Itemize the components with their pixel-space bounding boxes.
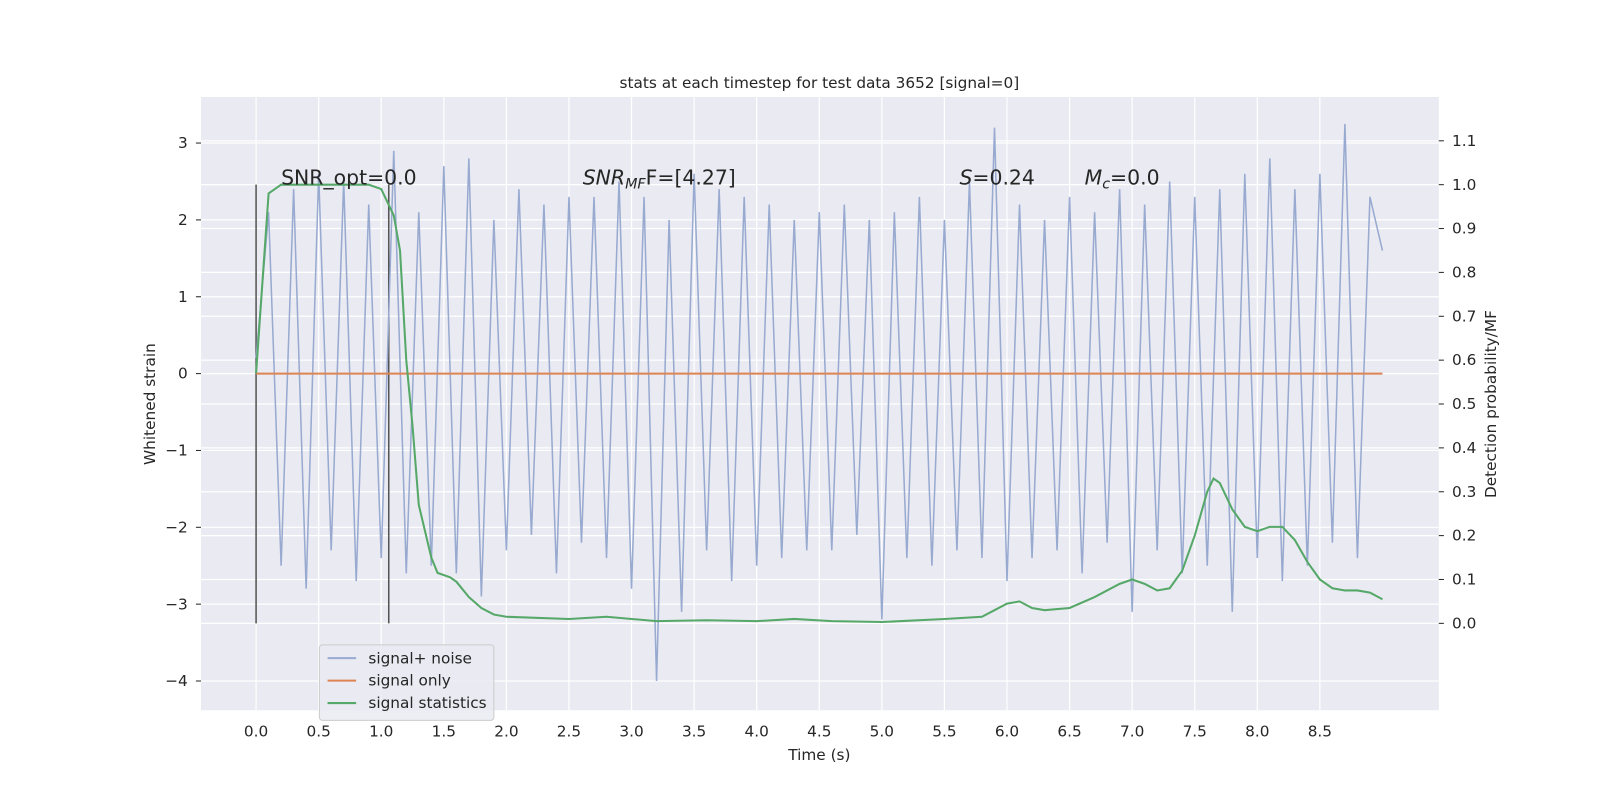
- x-tick-label: 7.5: [1183, 723, 1207, 741]
- chart-title: stats at each timestep for test data 365…: [620, 74, 1020, 92]
- x-tick-label: 5.0: [870, 723, 894, 741]
- y-tick-label: 2: [178, 211, 188, 229]
- x-tick-label: 8.0: [1245, 723, 1269, 741]
- y-tick-label: 0: [178, 365, 188, 383]
- x-tick-label: 6.0: [995, 723, 1019, 741]
- annotation-part: SNR: [583, 166, 625, 190]
- y-tick-label: 3: [178, 134, 188, 152]
- y-tick-label: −4: [165, 672, 188, 690]
- x-tick-label: 4.0: [745, 723, 769, 741]
- y-tick-label: −2: [165, 518, 188, 536]
- annotation: SNRMFF=[4.27]: [583, 166, 736, 193]
- x-tick-label: 2.0: [494, 723, 518, 741]
- y-tick-label: −3: [165, 595, 188, 613]
- annotation-part: SNR_opt=0.0: [281, 166, 417, 191]
- x-tick-label: 4.5: [807, 723, 831, 741]
- annotation-part: F=[4.27]: [646, 166, 736, 190]
- y2-tick-label: 0.8: [1452, 264, 1476, 282]
- legend-label: signal only: [368, 672, 450, 690]
- x-tick-label: 8.5: [1308, 723, 1332, 741]
- x-axis-label: Time (s): [787, 746, 850, 764]
- annotation: S=0.24: [959, 166, 1034, 190]
- annotation: Mc=0.0: [1085, 166, 1160, 193]
- annotation-part: =0.24: [972, 166, 1034, 190]
- axes: 0.0 0.5 1.0 1.5 2.0 2.5 3.0 3.5 4.0 4.5 5.0 5.5 6.0 6…: [165, 132, 1476, 741]
- x-tick-label: 2.5: [557, 723, 581, 741]
- x-tick-label: 7.0: [1120, 723, 1144, 741]
- x-tick-label: 1.5: [432, 723, 456, 741]
- x-tick-label: 3.5: [682, 723, 706, 741]
- y-tick-label: −1: [165, 442, 188, 460]
- y2-tick-label: 1.1: [1452, 132, 1476, 150]
- x-tick-label: 0.5: [306, 723, 330, 741]
- y2-tick-label: 0.9: [1452, 220, 1476, 238]
- y2-tick-label: 0.6: [1452, 351, 1476, 369]
- x-tick-label: 0.0: [244, 723, 268, 741]
- x-tick-label: 5.5: [932, 723, 956, 741]
- y2-tick-label: 1.0: [1452, 176, 1476, 194]
- y2-tick-label: 0.3: [1452, 483, 1476, 501]
- y2-axis-label: Detection probability/MF: [1482, 310, 1500, 498]
- legend-label: signal+ noise: [368, 649, 472, 667]
- annotation-part: c: [1102, 177, 1110, 193]
- legend-label: signal statistics: [368, 694, 486, 712]
- y2-tick-label: 0.7: [1452, 307, 1476, 325]
- series-line: [255, 123, 1384, 682]
- y-axis-label: Whitened strain: [141, 343, 159, 465]
- y-tick-label: 1: [178, 288, 188, 306]
- annotation-part: S: [959, 166, 972, 190]
- y2-tick-label: 0.4: [1452, 439, 1476, 457]
- series-line: [255, 183, 1383, 624]
- y2-tick-label: 0.0: [1452, 614, 1476, 632]
- annotation-part: =0.0: [1110, 166, 1160, 190]
- x-tick-label: 6.5: [1057, 723, 1081, 741]
- y2-tick-label: 0.2: [1452, 527, 1476, 545]
- x-tick-label: 3.0: [619, 723, 643, 741]
- x-tick-label: 1.0: [369, 723, 393, 741]
- annotation-part: MF: [625, 177, 646, 193]
- y2-tick-label: 0.1: [1452, 571, 1476, 589]
- marks: SNR_opt=0.0 SNRMFF=[4.27] S=0.24 Mc=0.0: [255, 123, 1384, 682]
- annotation-part: M: [1085, 166, 1103, 190]
- legend: signal+ noise signal only signal statistic…: [318, 644, 495, 721]
- y2-tick-label: 0.5: [1452, 395, 1476, 413]
- legend-box: [318, 644, 495, 721]
- annotation: SNR_opt=0.0: [281, 166, 417, 191]
